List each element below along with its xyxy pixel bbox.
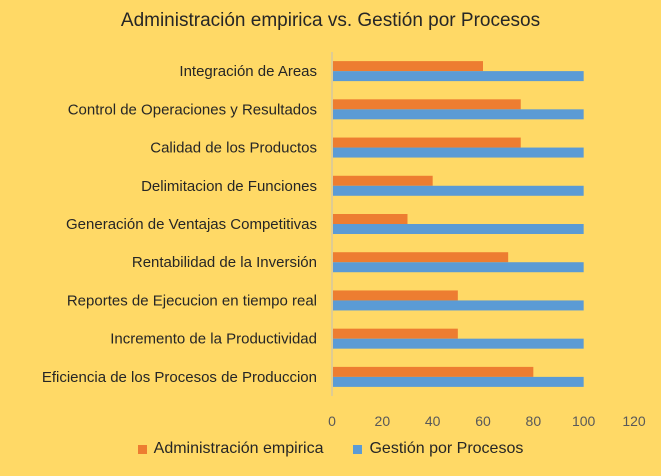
bar-gestion[interactable] [333, 71, 584, 82]
x-tick-label: 20 [375, 413, 391, 429]
bar-administracion[interactable] [333, 214, 408, 224]
category-label: Delimitacion de Funciones [141, 178, 317, 195]
x-tick-label: 0 [328, 413, 336, 429]
bar-administracion[interactable] [333, 290, 458, 301]
category-label: Rentabilidad de la Inversión [132, 254, 317, 271]
bar-administracion[interactable] [333, 328, 458, 339]
category-label: Incremento de la Productividad [110, 331, 317, 348]
bar-administracion[interactable] [333, 61, 483, 72]
bar-gestion[interactable] [333, 376, 584, 387]
legend-label-administracion: Administración empirica [153, 440, 324, 457]
category-label: Generación de Ventajas Competitivas [66, 216, 317, 233]
x-tick-label: 60 [475, 413, 491, 429]
category-label: Reportes de Ejecucion en tiempo real [67, 292, 317, 309]
category-label: Eficiencia de los Procesos de Produccion [42, 369, 317, 386]
bar-gestion[interactable] [333, 185, 584, 196]
bar-administracion[interactable] [333, 366, 534, 377]
x-tick-label: 100 [572, 413, 596, 429]
legend-item-administracion[interactable]: Administración empirica [137, 440, 324, 458]
x-tick-label: 40 [425, 413, 441, 429]
bar-gestion[interactable] [333, 147, 584, 158]
x-tick-label: 80 [526, 413, 542, 429]
legend-label-gestion: Gestión por Procesos [369, 440, 524, 457]
bar-administracion[interactable] [333, 175, 433, 186]
chart-title: Administración empirica vs. Gestión por … [120, 10, 541, 31]
legend: Administración empirica Gestión por Proc… [0, 440, 661, 458]
bar-administracion[interactable] [333, 252, 509, 263]
bar-gestion[interactable] [333, 338, 584, 349]
bar-gestion[interactable] [333, 300, 584, 311]
legend-item-gestion[interactable]: Gestión por Procesos [353, 440, 523, 458]
bar-administracion[interactable] [333, 99, 521, 110]
x-tick-label: 120 [622, 413, 646, 429]
bar-administracion[interactable] [333, 137, 521, 148]
legend-swatch-administracion [137, 444, 147, 454]
bar-gestion[interactable] [333, 262, 584, 273]
bar-gestion[interactable] [333, 224, 584, 234]
category-label: Integración de Areas [179, 63, 317, 80]
category-label: Control de Operaciones y Resultados [68, 101, 317, 118]
bar-gestion[interactable] [333, 109, 584, 120]
legend-swatch-gestion [353, 444, 363, 454]
category-label: Calidad de los Productos [150, 140, 317, 157]
